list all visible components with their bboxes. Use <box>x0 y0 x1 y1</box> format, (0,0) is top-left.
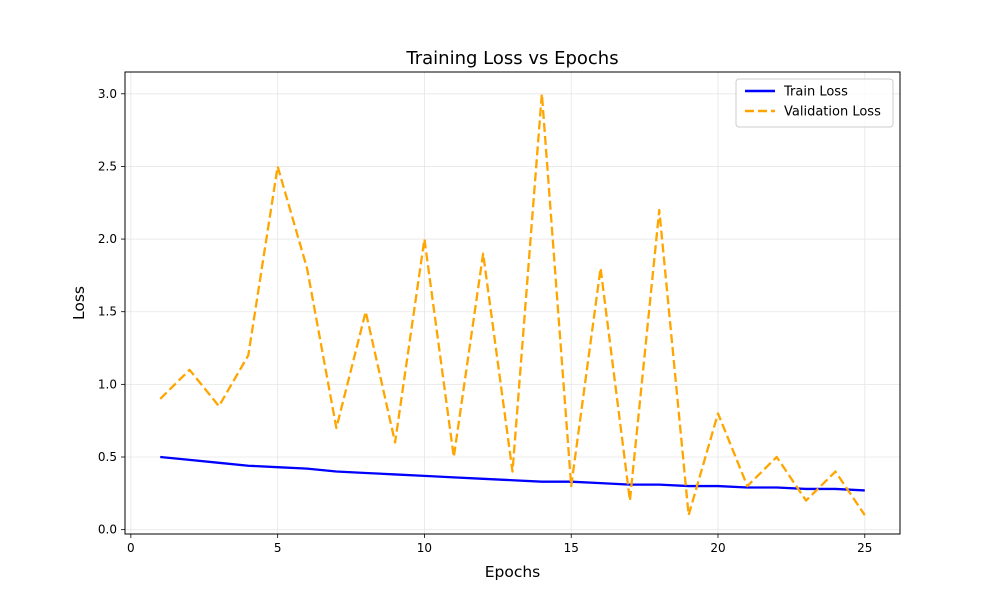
x-axis-label: Epochs <box>485 563 541 581</box>
legend: Train Loss Validation Loss <box>735 78 894 128</box>
y-tick-label: 3.0 <box>98 87 117 101</box>
x-tick-label: 0 <box>127 541 135 555</box>
chart-title: Training Loss vs Epochs <box>405 48 618 69</box>
y-tick-label: 1.0 <box>98 377 117 391</box>
plot-frame <box>124 71 901 535</box>
series-line-validation-loss <box>159 92 866 517</box>
series-line-train-loss <box>160 455 865 492</box>
x-tick-label: 20 <box>710 541 725 555</box>
y-tick-label: 0.5 <box>98 450 117 464</box>
y-tick-label: 2.5 <box>98 159 117 173</box>
y-axis-ticks: 0.0 0.5 1.0 1.5 2.0 2.5 3.0 <box>98 87 125 537</box>
grid <box>125 72 900 534</box>
x-tick-label: 10 <box>417 541 432 555</box>
legend-label-validation-loss: Validation Loss <box>784 105 881 120</box>
y-tick-label: 0.0 <box>98 523 117 537</box>
y-tick-label: 2.0 <box>98 232 117 246</box>
legend-box <box>735 78 894 128</box>
plot-lines <box>159 92 866 517</box>
x-tick-label: 15 <box>564 541 579 555</box>
y-axis-label: Loss <box>70 286 88 320</box>
x-tick-label: 25 <box>857 541 872 555</box>
legend-label-train-loss: Train Loss <box>783 85 848 100</box>
x-tick-label: 5 <box>274 541 282 555</box>
x-axis-ticks: 0 5 10 15 20 25 <box>127 534 872 555</box>
y-tick-label: 1.5 <box>98 305 117 319</box>
